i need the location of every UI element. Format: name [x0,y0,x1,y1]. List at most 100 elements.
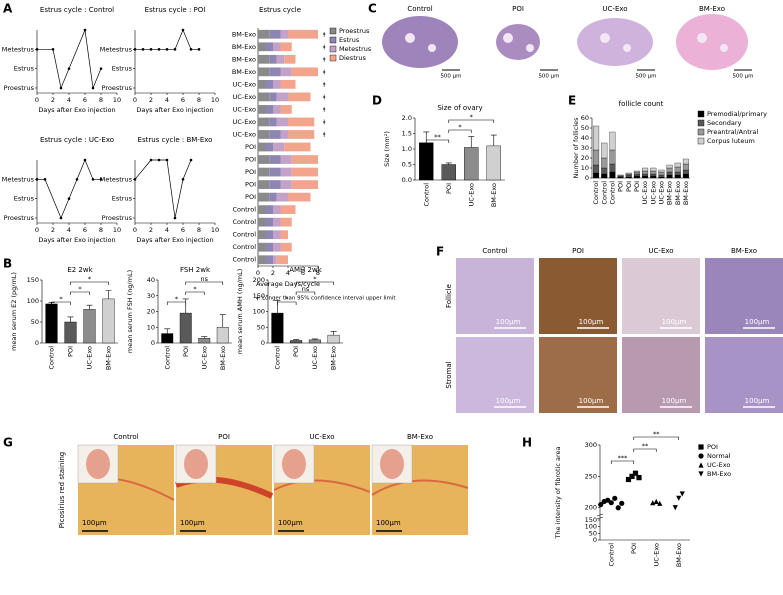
bar [290,340,303,344]
bar-segment [609,171,616,179]
legend-swatch [697,119,705,127]
error-bar [293,339,300,341]
column-label: UC-Exo [648,247,673,255]
bar-segment [276,255,288,265]
significance-bracket [425,139,450,143]
chart-title: Estrus cycle : POI [145,6,206,14]
panel-letter: H [522,436,532,450]
bar-segment [288,117,315,127]
legend-label: Metestrus [339,45,372,53]
y-tick-label: 100 [253,308,265,316]
y-tick-label: 30 [147,292,155,300]
x-tick-label: UC-Exo [467,183,475,206]
bar-segment [280,205,296,215]
fiber [273,479,371,493]
bar-segment [682,169,689,175]
image-label: Control [113,433,138,441]
bar-segment [601,142,608,159]
significance-bracket [166,301,187,305]
bar-segment [273,205,281,215]
significance-label: *** [618,454,629,462]
row-label: Follicle [445,284,453,308]
significance-label: ** [653,430,660,438]
scale-bar-label: 100µm [82,519,107,527]
bar-segment [682,163,689,171]
bar-segment [633,175,640,179]
bar [216,327,229,344]
scale-bar-label: 500 µm [440,74,461,80]
legend-label: Corpus luteum [707,137,755,145]
y-tick-label: 30 [581,144,589,152]
point [141,48,145,51]
y-axis-label: mean serum FSH (ng/mL) [126,270,134,353]
point [608,500,614,506]
panel-letter: C [368,2,377,16]
x-tick-label: POI [633,181,641,192]
panel-letter: B [3,257,12,271]
point [35,48,39,51]
bar-segment [258,242,266,252]
bar-segment [291,67,318,77]
legend-label: Preantral/Antral [707,128,758,136]
x-tick-label: 6 [301,269,305,277]
x-tick-label: 8 [197,96,201,104]
legend-marker [698,453,704,459]
bar-segment [273,142,285,152]
legend-swatch [329,27,337,35]
y-tick-label: Control [233,243,257,251]
bar-segment [593,164,600,174]
follicle [526,44,534,52]
y-tick-label: 150 [27,276,39,284]
x-tick-label: UC-Exo [649,181,657,204]
bar-segment [593,149,600,166]
flag: ǂ [323,69,326,75]
y-tick-label: 2.0 [402,114,412,122]
significance-label: ns [302,285,310,293]
point [173,48,177,51]
point [598,501,604,508]
point [672,505,678,511]
bar-segment [265,142,273,152]
x-tick-label: Control [273,346,281,370]
flag: ǂ [323,32,326,38]
x-tick-label: UC-Exo [652,543,660,566]
bar-segment [276,92,288,102]
bar-segment [666,167,673,173]
point [43,178,47,181]
bar-segment [682,173,689,179]
bar-segment [288,130,315,139]
point [99,178,103,181]
legend-label: Premodial/primary [707,110,767,118]
column-label: Control [482,247,507,255]
error-bar [86,304,93,310]
significance-bracket [185,291,205,295]
legend-label: Normal [707,452,731,460]
bar-segment [674,171,681,176]
bar-segment [258,192,270,202]
inset-ovary [282,449,306,479]
scale-bar-label: 100µm [278,519,303,527]
image-label: BM-Exo [407,433,433,441]
bar-segment [276,54,285,64]
significance-bracket [185,281,224,285]
legend-swatch [329,36,337,44]
legend-label: BM-Exo [707,470,731,478]
legend-marker [698,471,704,477]
scale-bar-label: 100µm [662,397,687,405]
bar-segment [674,162,681,168]
follicle [600,33,610,43]
ihc-image [705,337,783,413]
axis-break [596,513,604,520]
x-tick-label: Control [163,346,171,370]
chart-title: Estrus cycle : Control [40,6,114,14]
error-bar [182,298,189,314]
ihc-image [456,258,534,334]
y-tick-label: 50 [257,323,265,331]
significance-bracket [70,291,90,295]
significance-label: * [175,295,179,303]
bar-segment [269,167,281,177]
bar-segment [280,230,288,240]
scale-bar-label: 100µm [662,318,687,326]
bar-segment [258,79,266,89]
significance-bracket [295,281,334,285]
